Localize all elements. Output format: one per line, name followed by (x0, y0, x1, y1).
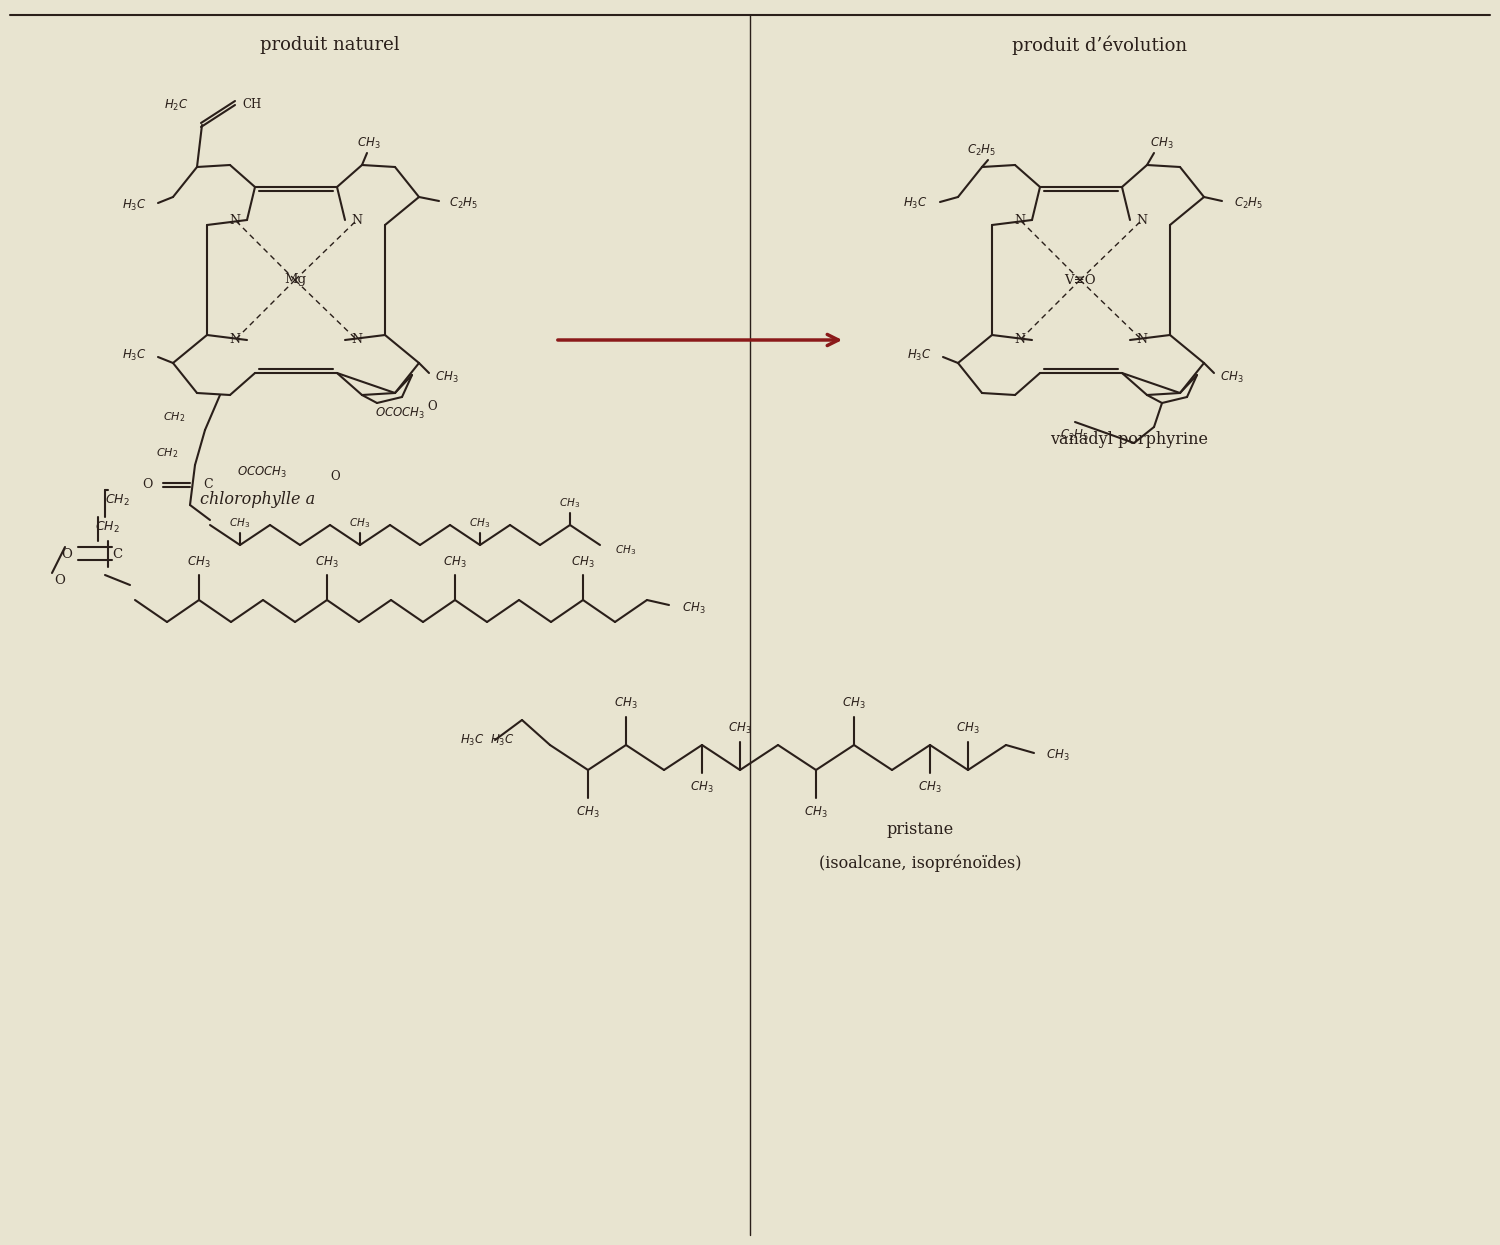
Text: vanadyl porphyrine: vanadyl porphyrine (1050, 432, 1208, 448)
Text: $C_2H_5$: $C_2H_5$ (968, 142, 996, 158)
Text: $CH_3$: $CH_3$ (728, 721, 752, 736)
Text: $H_3C$: $H_3C$ (490, 732, 514, 747)
Text: N: N (1014, 213, 1026, 227)
Text: produit d’évolution: produit d’évolution (1013, 35, 1188, 55)
Text: $CH_3$: $CH_3$ (682, 600, 705, 615)
Text: chlorophylle a: chlorophylle a (200, 492, 315, 508)
Text: $CH_2$: $CH_2$ (156, 446, 178, 459)
Text: $CH_3$: $CH_3$ (560, 496, 580, 510)
Text: O: O (54, 574, 66, 586)
Text: $H_2C$: $H_2C$ (165, 97, 189, 112)
Text: $CH_3$: $CH_3$ (614, 696, 638, 711)
Text: C: C (202, 478, 213, 492)
Text: N: N (230, 334, 240, 346)
Text: $CH_3$: $CH_3$ (435, 370, 459, 385)
Text: $CH_3$: $CH_3$ (842, 696, 866, 711)
Text: $CH_3$: $CH_3$ (230, 517, 251, 530)
Text: $H_3C$: $H_3C$ (123, 347, 147, 362)
Text: V≡O: V≡O (1064, 274, 1096, 286)
Text: $CH_2$: $CH_2$ (105, 493, 129, 508)
Text: $CH_3$: $CH_3$ (956, 721, 980, 736)
Text: $CH_3$: $CH_3$ (615, 543, 636, 557)
Text: $H_3C$: $H_3C$ (903, 195, 928, 210)
Text: $CH_3$: $CH_3$ (1046, 747, 1070, 762)
Text: $H_3C$: $H_3C$ (908, 347, 932, 362)
Text: N: N (1137, 334, 1148, 346)
Text: produit naturel: produit naturel (260, 36, 400, 54)
Text: (isoalcane, isoprénoïdes): (isoalcane, isoprénoïdes) (819, 854, 1022, 871)
Text: $C_2H_5$: $C_2H_5$ (1234, 195, 1263, 210)
Text: O: O (62, 549, 72, 561)
Text: $CH_3$: $CH_3$ (804, 804, 828, 819)
Text: $CH_3$: $CH_3$ (1220, 370, 1244, 385)
Text: $CH_2$: $CH_2$ (162, 410, 184, 423)
Text: $CH_3$: $CH_3$ (442, 554, 466, 569)
Text: $CH_3$: $CH_3$ (470, 517, 490, 530)
Text: $CH_3$: $CH_3$ (188, 554, 211, 569)
Text: CH: CH (242, 98, 261, 112)
Text: $CH_2$: $CH_2$ (94, 519, 120, 534)
Text: Mg: Mg (284, 274, 306, 286)
Text: O: O (142, 478, 153, 492)
Text: $C_2H_5$: $C_2H_5$ (448, 195, 478, 210)
Text: $CH_3$: $CH_3$ (357, 136, 381, 151)
Text: pristane: pristane (886, 822, 954, 838)
Text: $H_3C$: $H_3C$ (123, 198, 147, 213)
Text: $H_3C$: $H_3C$ (460, 732, 484, 747)
Text: N: N (351, 213, 363, 227)
Text: N: N (351, 334, 363, 346)
Text: $CH_3$: $CH_3$ (350, 517, 370, 530)
Text: $CH_3$: $CH_3$ (572, 554, 596, 569)
Text: $OCOCH_3$: $OCOCH_3$ (375, 406, 426, 421)
Text: N: N (1137, 213, 1148, 227)
Text: $CH_3$: $CH_3$ (576, 804, 600, 819)
Text: O: O (427, 401, 436, 413)
Text: N: N (1014, 334, 1026, 346)
Text: $CH_3$: $CH_3$ (918, 779, 942, 794)
Text: $CH_3$: $CH_3$ (690, 779, 714, 794)
Text: $CH_3$: $CH_3$ (315, 554, 339, 569)
Text: $OCOCH_3$: $OCOCH_3$ (237, 464, 286, 479)
Text: O: O (330, 471, 339, 483)
Text: $C_2H_5$: $C_2H_5$ (1060, 427, 1089, 442)
Text: C: C (112, 549, 122, 561)
Text: $CH_3$: $CH_3$ (1150, 136, 1174, 151)
Text: N: N (230, 213, 240, 227)
